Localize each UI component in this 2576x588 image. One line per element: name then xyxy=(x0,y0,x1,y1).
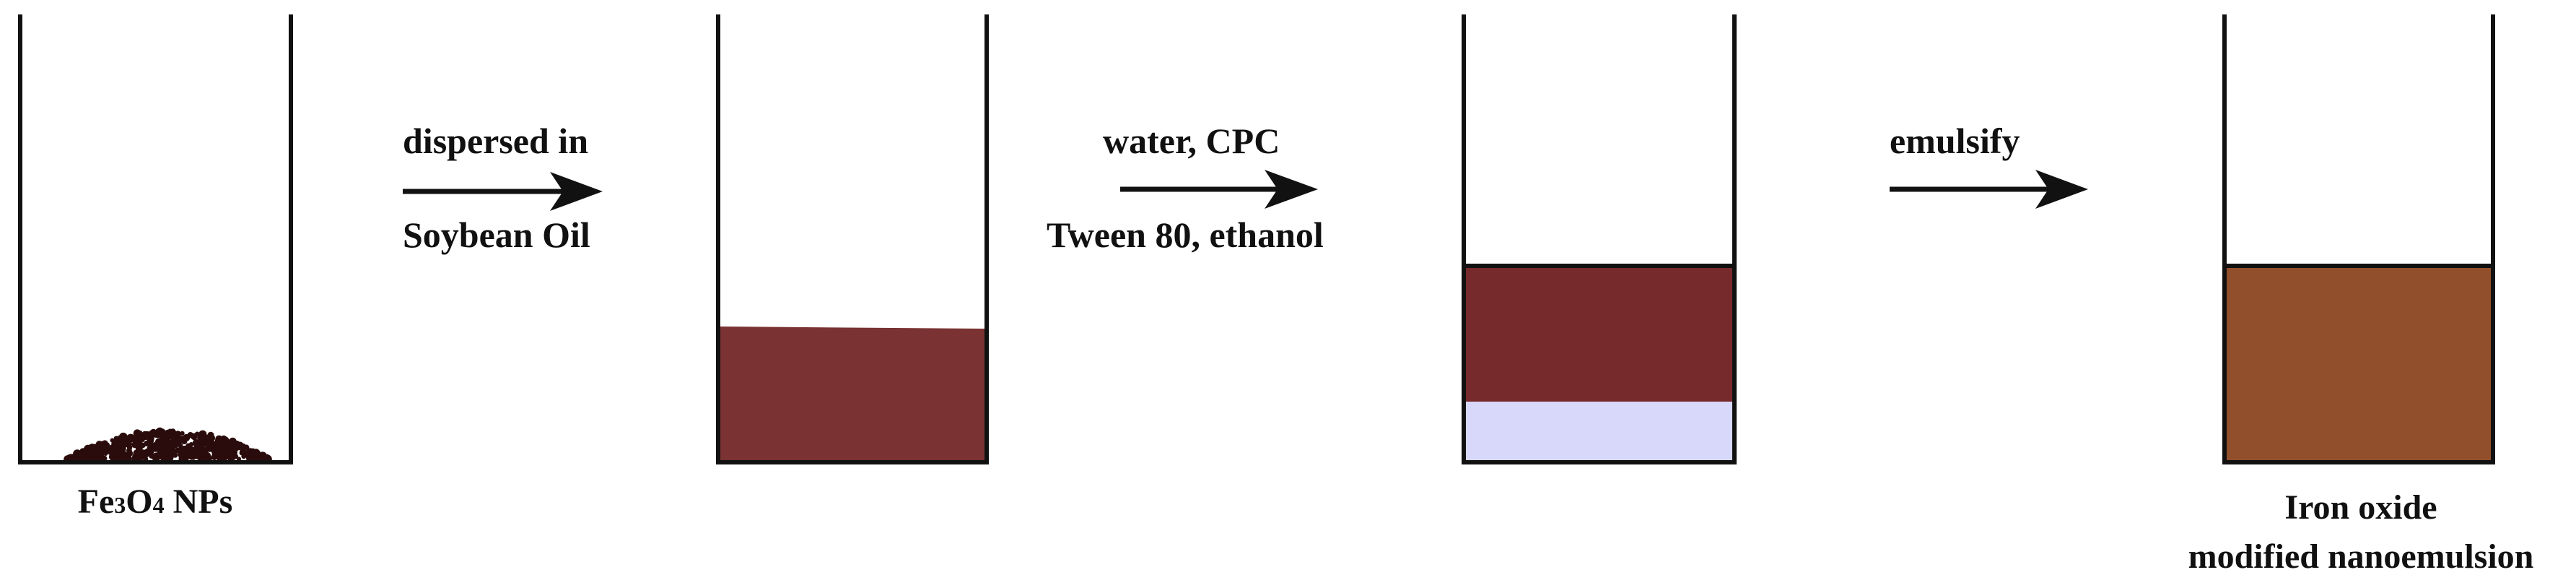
nanoparticle xyxy=(110,438,115,443)
nanoparticle xyxy=(155,428,161,434)
nanoparticle xyxy=(156,446,161,451)
arrow-1-dispersion: dispersed in Soybean Oil xyxy=(403,121,603,255)
nanoparticle xyxy=(222,445,231,454)
beaker-4-nanoemulsion: Iron oxide modified nanoemulsion xyxy=(2188,14,2534,576)
nanoparticle xyxy=(236,457,241,462)
nanoparticle xyxy=(118,445,126,453)
arrow-2-mixing: water, CPC Tween 80, ethanol xyxy=(1047,121,1324,255)
nanoparticle xyxy=(173,452,178,458)
nanoparticle xyxy=(208,434,216,442)
arrow-2-head xyxy=(1265,170,1318,209)
nanoparticle xyxy=(139,436,145,443)
particle-pile xyxy=(64,427,272,464)
arrow-1-head xyxy=(550,172,603,211)
nanoparticle xyxy=(187,432,194,438)
nanoparticle xyxy=(100,441,106,447)
arrow-2-label-bottom: Tween 80, ethanol xyxy=(1047,215,1324,255)
nanoparticle xyxy=(102,455,108,462)
water-layer xyxy=(1464,402,1734,462)
arrow-1-label-bottom: Soybean Oil xyxy=(403,215,590,255)
nanoparticle xyxy=(118,432,128,441)
beaker-3-outline xyxy=(1462,14,1737,464)
oil-phase-liquid xyxy=(718,327,987,462)
nanoparticle xyxy=(205,441,212,449)
nanoparticle xyxy=(160,453,168,462)
nanoparticle xyxy=(144,434,151,441)
nanoparticle xyxy=(229,437,237,446)
beaker-1-nanoparticles: Fe3O4 NPs xyxy=(18,14,293,521)
nanoparticle xyxy=(136,430,143,437)
arrow-3-head xyxy=(2035,170,2088,209)
nanoparticle xyxy=(93,452,101,461)
nanoparticle xyxy=(114,447,120,453)
nanoparticle xyxy=(142,431,147,436)
nanoparticle xyxy=(126,444,133,451)
nanoparticle xyxy=(239,443,247,451)
nanoparticle xyxy=(89,444,96,451)
nanoemulsion-liquid xyxy=(2224,266,2493,462)
nanoparticle xyxy=(170,433,178,441)
nanoparticle xyxy=(82,450,88,456)
nanoparticle xyxy=(172,430,177,435)
nanoparticle xyxy=(183,434,189,441)
beaker-4-outline xyxy=(2222,14,2495,464)
beaker-2-outline xyxy=(716,14,989,464)
nanoparticle xyxy=(180,431,185,436)
nanoparticle xyxy=(183,445,191,454)
arrow-3-emulsify: emulsify xyxy=(1890,121,2088,209)
beaker-2-oil-phase xyxy=(716,14,989,464)
fe3o4-caption: Fe3O4 NPs xyxy=(78,483,233,521)
nanoparticle xyxy=(140,449,147,456)
beaker-1-outline xyxy=(18,14,293,464)
nanoparticle xyxy=(121,452,130,461)
arrow-2-label-top: water, CPC xyxy=(1103,121,1280,161)
nanoparticle xyxy=(144,448,152,456)
nanoparticle xyxy=(173,439,178,444)
nanoparticle xyxy=(162,440,167,445)
nanoemulsion-caption-line2: modified nanoemulsion xyxy=(2188,537,2534,576)
nanoparticle xyxy=(161,433,167,440)
arrow-1-label-top: dispersed in xyxy=(403,121,588,161)
nanoparticle xyxy=(69,454,77,462)
nanoemulsion-caption-line1: Iron oxide xyxy=(2284,488,2437,527)
oil-layer xyxy=(1464,266,1734,402)
arrow-3-label-top: emulsify xyxy=(1890,121,2020,161)
nanoparticle xyxy=(132,436,141,444)
nanoparticle xyxy=(154,438,164,446)
nanoparticle xyxy=(218,450,224,457)
nanoparticle xyxy=(144,441,150,446)
nanoparticle xyxy=(109,452,118,462)
nanoparticle xyxy=(220,442,225,448)
nanoparticle xyxy=(117,454,123,461)
nanoparticle xyxy=(250,449,258,458)
beaker-3-two-phase xyxy=(1462,14,1737,464)
nanoparticle xyxy=(197,434,205,443)
nanoparticle xyxy=(194,444,201,450)
nanoparticle xyxy=(151,431,156,437)
nanoparticle xyxy=(103,449,109,454)
nanoparticle xyxy=(194,454,200,459)
nanoparticle xyxy=(97,449,104,455)
nanoparticle xyxy=(203,434,211,442)
nanoparticle xyxy=(221,436,227,442)
nanoparticle xyxy=(149,453,154,459)
nanoparticle xyxy=(230,444,239,453)
nanoparticle xyxy=(157,451,162,457)
nanoparticle xyxy=(77,454,84,462)
